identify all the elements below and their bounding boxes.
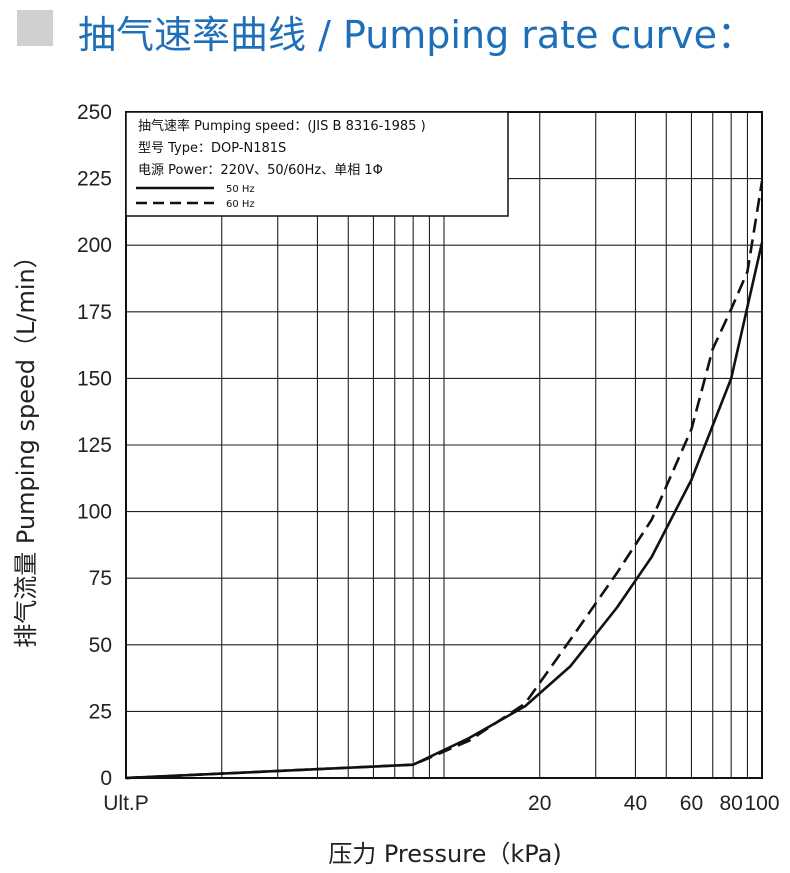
y-tick-label: 125 (77, 434, 112, 457)
legend: 抽气速率 Pumping speed：(JIS B 8316-1985 ) 型号 … (125, 111, 509, 217)
x-tick-label: 100 (744, 792, 779, 815)
y-tick-label: 50 (89, 634, 112, 657)
x-tick-label: 60 (680, 792, 703, 815)
y-tick-label: 0 (100, 767, 112, 790)
x-tick-label: 40 (624, 792, 647, 815)
legend-box (125, 111, 509, 217)
y-tick-label: 250 (77, 101, 112, 124)
x-tick-label: 80 (720, 792, 743, 815)
grid (125, 111, 763, 779)
y-tick-label: 225 (77, 168, 112, 191)
y-tick-label: 150 (77, 367, 112, 390)
legend-info-line: 型号 Type：DOP-N181S (138, 141, 286, 156)
series-lines (125, 181, 764, 780)
series-line-dashed (125, 181, 764, 780)
legend-info-line: 电源 Power：220V、50/60Hz、单相 1Φ (138, 163, 383, 178)
x-tick-label: 20 (528, 792, 551, 815)
legend-info-line: 抽气速率 Pumping speed：(JIS B 8316-1985 ) (138, 118, 426, 134)
tick-labels: 0 25 50 75 100 125 150 175 200 225 250 Ult.P 20 40 60 8… (77, 101, 780, 815)
y-tick-label: 200 (77, 234, 112, 257)
y-tick-label: 100 (77, 501, 112, 524)
header-square (17, 10, 53, 46)
legend-entry-label: 60 Hz (226, 199, 255, 210)
x-axis-label: 压力 Pressure（kPa) (328, 840, 561, 868)
x-tick-label: Ult.P (103, 792, 149, 815)
y-tick-label: 175 (77, 301, 112, 324)
page-title: 抽气速率曲线 / Pumping rate curve： (78, 13, 756, 57)
legend-entry-label: 50 Hz (226, 184, 255, 195)
y-axis-label: 排气流量 Pumping speed（L/min） (12, 244, 40, 647)
y-tick-label: 75 (89, 567, 112, 590)
y-tick-label: 25 (89, 700, 112, 723)
